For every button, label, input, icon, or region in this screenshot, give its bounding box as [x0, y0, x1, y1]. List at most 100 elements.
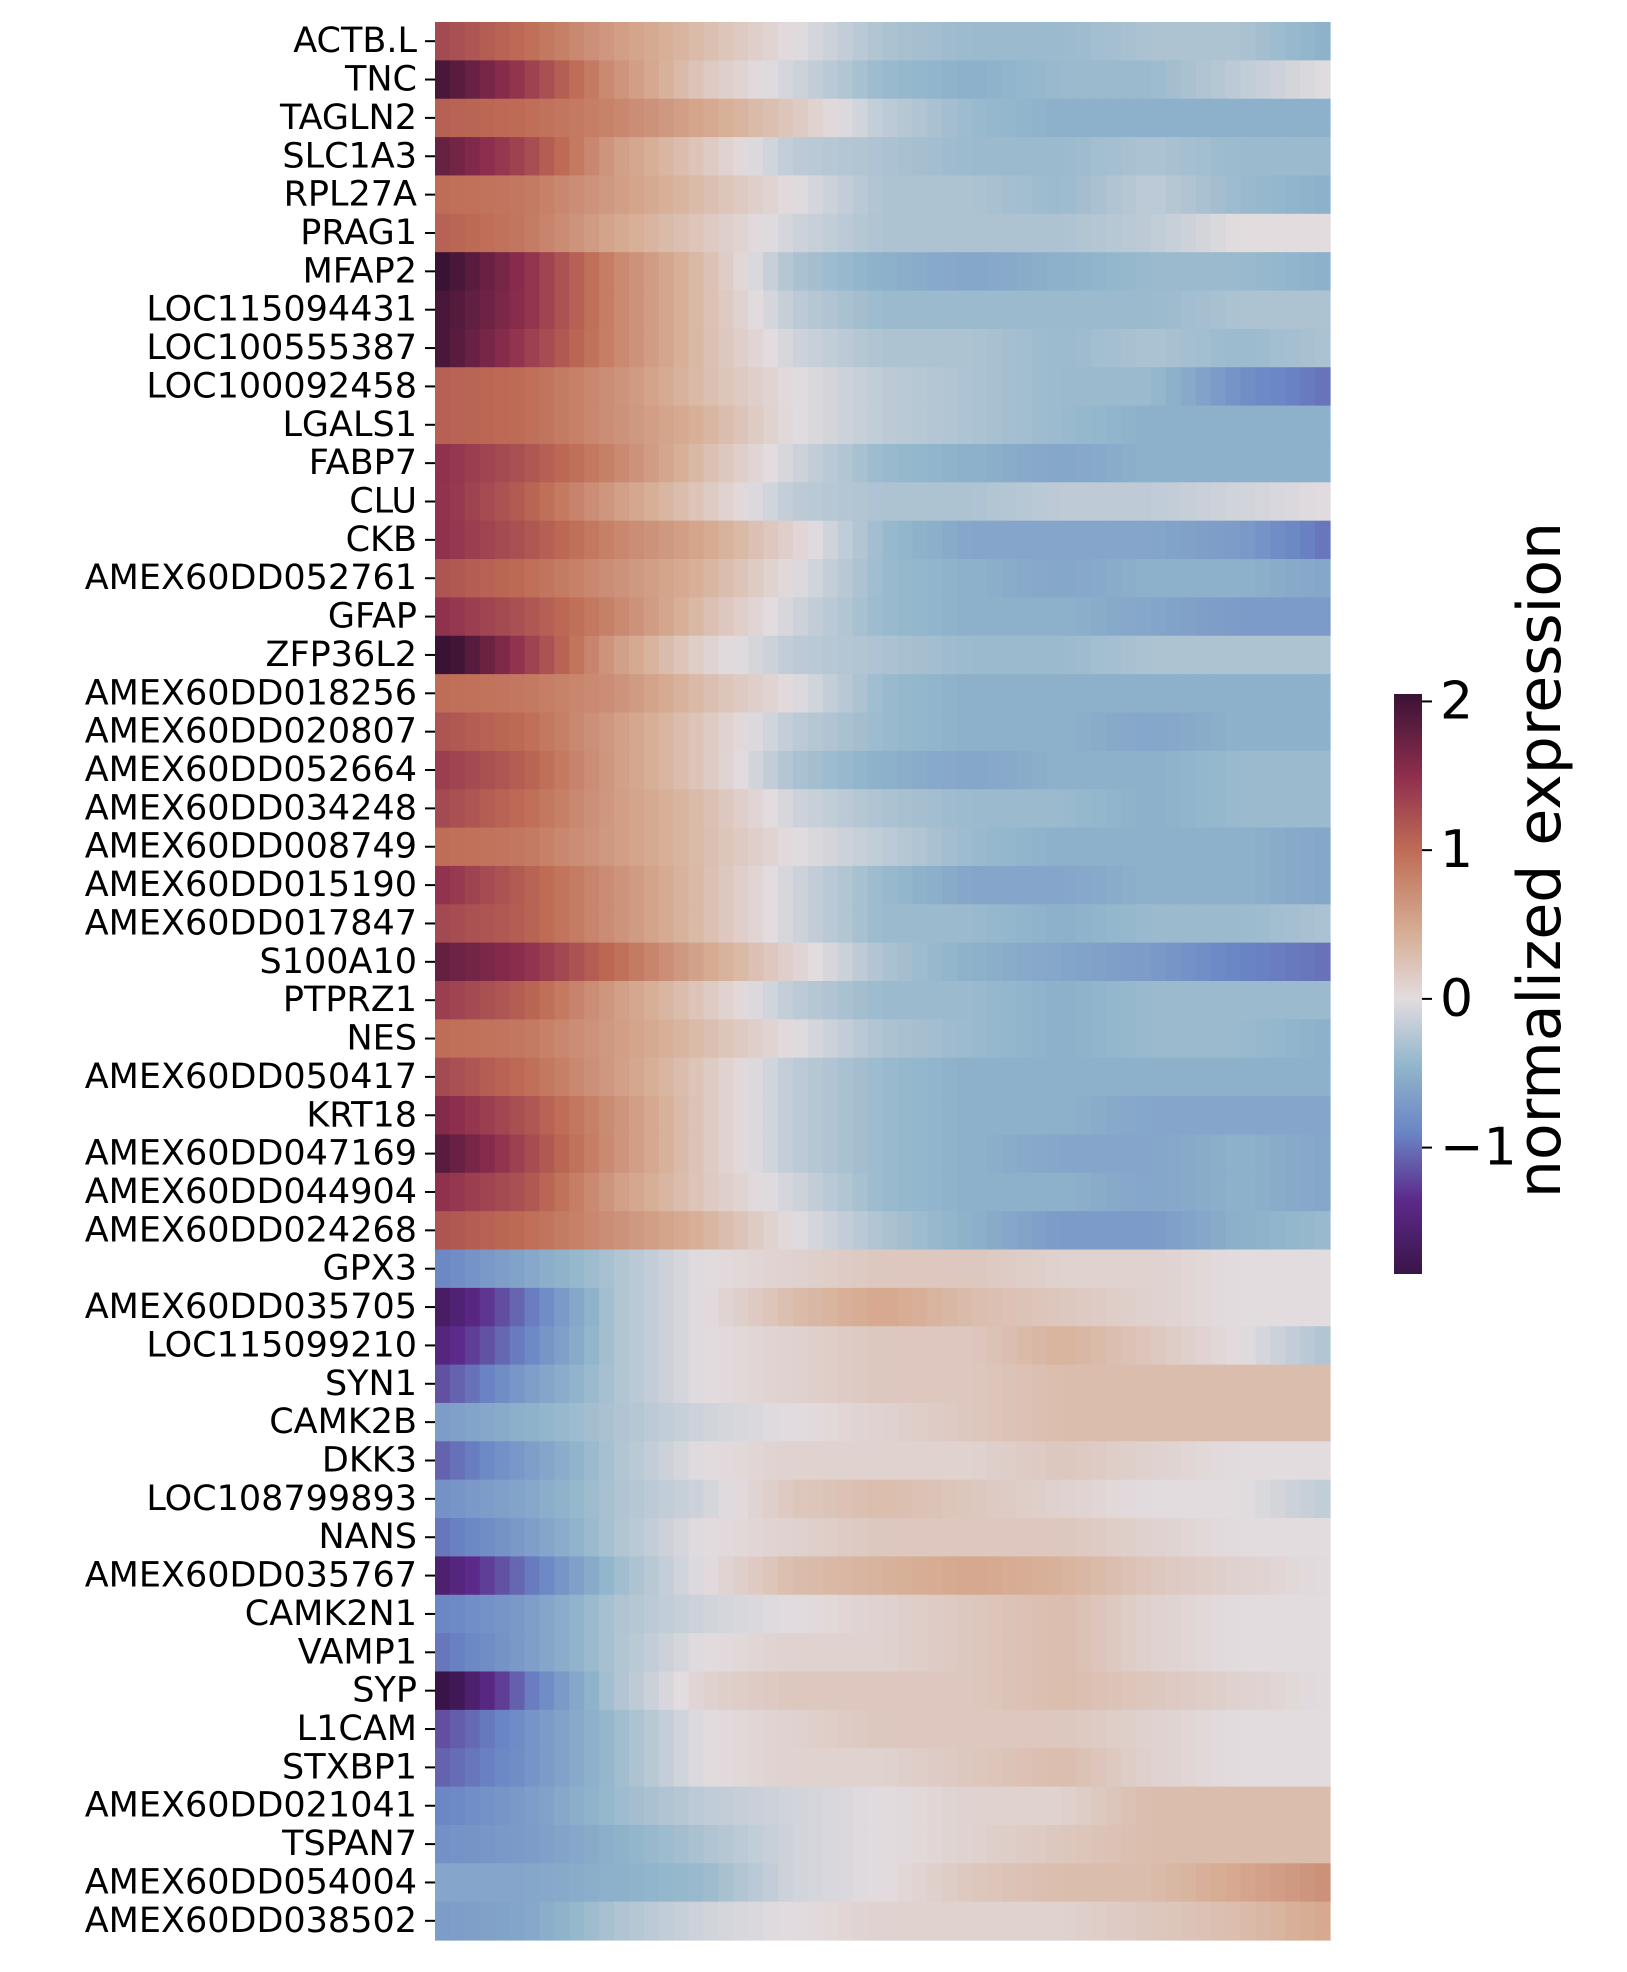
heatmap-cell — [1016, 635, 1033, 675]
heatmap-cell — [867, 1402, 884, 1442]
heatmap-cell — [494, 1901, 511, 1941]
heatmap-cell — [942, 482, 958, 522]
heatmap-cell — [793, 482, 809, 522]
heatmap-cell — [822, 1671, 839, 1711]
heatmap-cell — [897, 1402, 913, 1442]
heatmap-cell — [986, 1709, 1003, 1749]
heatmap-cell — [1210, 1633, 1227, 1673]
heatmap-cell — [927, 635, 943, 675]
heatmap-cell — [1061, 22, 1078, 61]
heatmap-cell — [718, 1402, 734, 1442]
heatmap-cell — [972, 1901, 988, 1941]
heatmap-cell — [763, 1057, 779, 1097]
heatmap-cell — [1001, 1671, 1018, 1711]
heatmap-cell — [703, 559, 720, 598]
heatmap-cell — [673, 674, 690, 714]
heatmap-cell — [688, 981, 705, 1020]
heatmap-cell — [1151, 290, 1167, 330]
heatmap-cell — [658, 1824, 675, 1864]
heatmap-cell — [509, 942, 526, 982]
heatmap-cell — [1046, 597, 1063, 637]
heatmap-cell — [1255, 1786, 1271, 1826]
heatmap-cell — [912, 712, 928, 752]
heatmap-cell — [1225, 482, 1242, 522]
heatmap-cell — [778, 1786, 794, 1826]
heatmap-cell — [1210, 1096, 1227, 1136]
heatmap-cell — [942, 252, 958, 292]
heatmap-cell — [464, 942, 481, 982]
heatmap-cell — [628, 328, 645, 368]
heatmap-cell — [1225, 405, 1242, 445]
heatmap-cell — [658, 1211, 675, 1251]
heatmap-cell — [1210, 712, 1227, 752]
heatmap-cell — [569, 865, 585, 905]
heatmap-cell — [628, 789, 645, 829]
heatmap-cell — [927, 520, 943, 560]
heatmap-row — [435, 175, 1331, 215]
heatmap-cell — [1016, 904, 1033, 944]
heatmap-cell — [1210, 597, 1227, 637]
heatmap-cell — [658, 520, 675, 560]
heatmap-cell — [524, 1556, 541, 1596]
heatmap-cell — [837, 1518, 854, 1557]
heatmap-cell — [942, 1556, 958, 1596]
heatmap-cell — [599, 175, 615, 215]
heatmap-cell — [942, 1441, 958, 1481]
heatmap-cell — [807, 1326, 824, 1366]
heatmap-cell — [793, 1671, 809, 1711]
heatmap-cells — [435, 22, 1331, 1941]
heatmap-cell — [1076, 712, 1092, 752]
heatmap-cell — [972, 635, 988, 675]
heatmap-cell — [449, 367, 466, 407]
heatmap-cell — [524, 252, 541, 292]
heatmap-cell — [1106, 1096, 1122, 1136]
heatmap-cell — [524, 290, 541, 330]
heatmap-cell — [897, 1441, 913, 1481]
heatmap-cell — [703, 1556, 720, 1596]
heatmap-cell — [1165, 1479, 1182, 1519]
heatmap-cell — [852, 904, 869, 944]
heatmap-cell — [852, 1287, 869, 1327]
heatmap-cell — [1195, 1441, 1212, 1481]
heatmap-cell — [867, 1249, 884, 1289]
heatmap-cell — [1076, 367, 1092, 407]
heatmap-cell — [1315, 597, 1331, 637]
heatmap-cell — [688, 865, 705, 905]
heatmap-cell — [852, 252, 869, 292]
heatmap-cell — [912, 1633, 928, 1673]
heatmap-cell — [837, 1479, 854, 1519]
heatmap-cell — [435, 1287, 451, 1327]
heatmap-cell — [897, 328, 913, 368]
heatmap-cell — [509, 175, 526, 215]
heatmap-cell — [793, 1249, 809, 1289]
heatmap-cell — [897, 1287, 913, 1327]
heatmap-cell — [599, 635, 615, 675]
heatmap-cell — [1031, 252, 1048, 292]
heatmap-cell — [1270, 175, 1286, 215]
heatmap-cell — [599, 904, 615, 944]
heatmap-cell — [927, 1019, 943, 1059]
heatmap-cell — [449, 22, 466, 61]
heatmap-cell — [464, 1249, 481, 1289]
heatmap-cell — [1255, 1249, 1271, 1289]
heatmap-cell — [1270, 1364, 1286, 1404]
heatmap-cell — [807, 1748, 824, 1788]
heatmap-cell — [822, 520, 839, 560]
heatmap-cell — [1121, 942, 1137, 982]
heatmap-cell — [1061, 1249, 1078, 1289]
heatmap-cell — [584, 137, 600, 177]
heatmap-cell — [1151, 712, 1167, 752]
heatmap-cell — [464, 1287, 481, 1327]
heatmap-cell — [1210, 1441, 1227, 1481]
heatmap-cell — [957, 981, 973, 1020]
heatmap-cell — [494, 827, 511, 867]
heatmap-cell — [658, 1901, 675, 1941]
heatmap-cell — [464, 1326, 481, 1366]
heatmap-cell — [852, 635, 869, 675]
gene-label: LOC108799893 — [146, 1479, 417, 1519]
heatmap-cell — [1285, 1518, 1301, 1557]
heatmap-cell — [1255, 789, 1271, 829]
heatmap-cell — [1255, 60, 1271, 100]
heatmap-cell — [1255, 443, 1271, 483]
heatmap-cell — [1270, 367, 1286, 407]
